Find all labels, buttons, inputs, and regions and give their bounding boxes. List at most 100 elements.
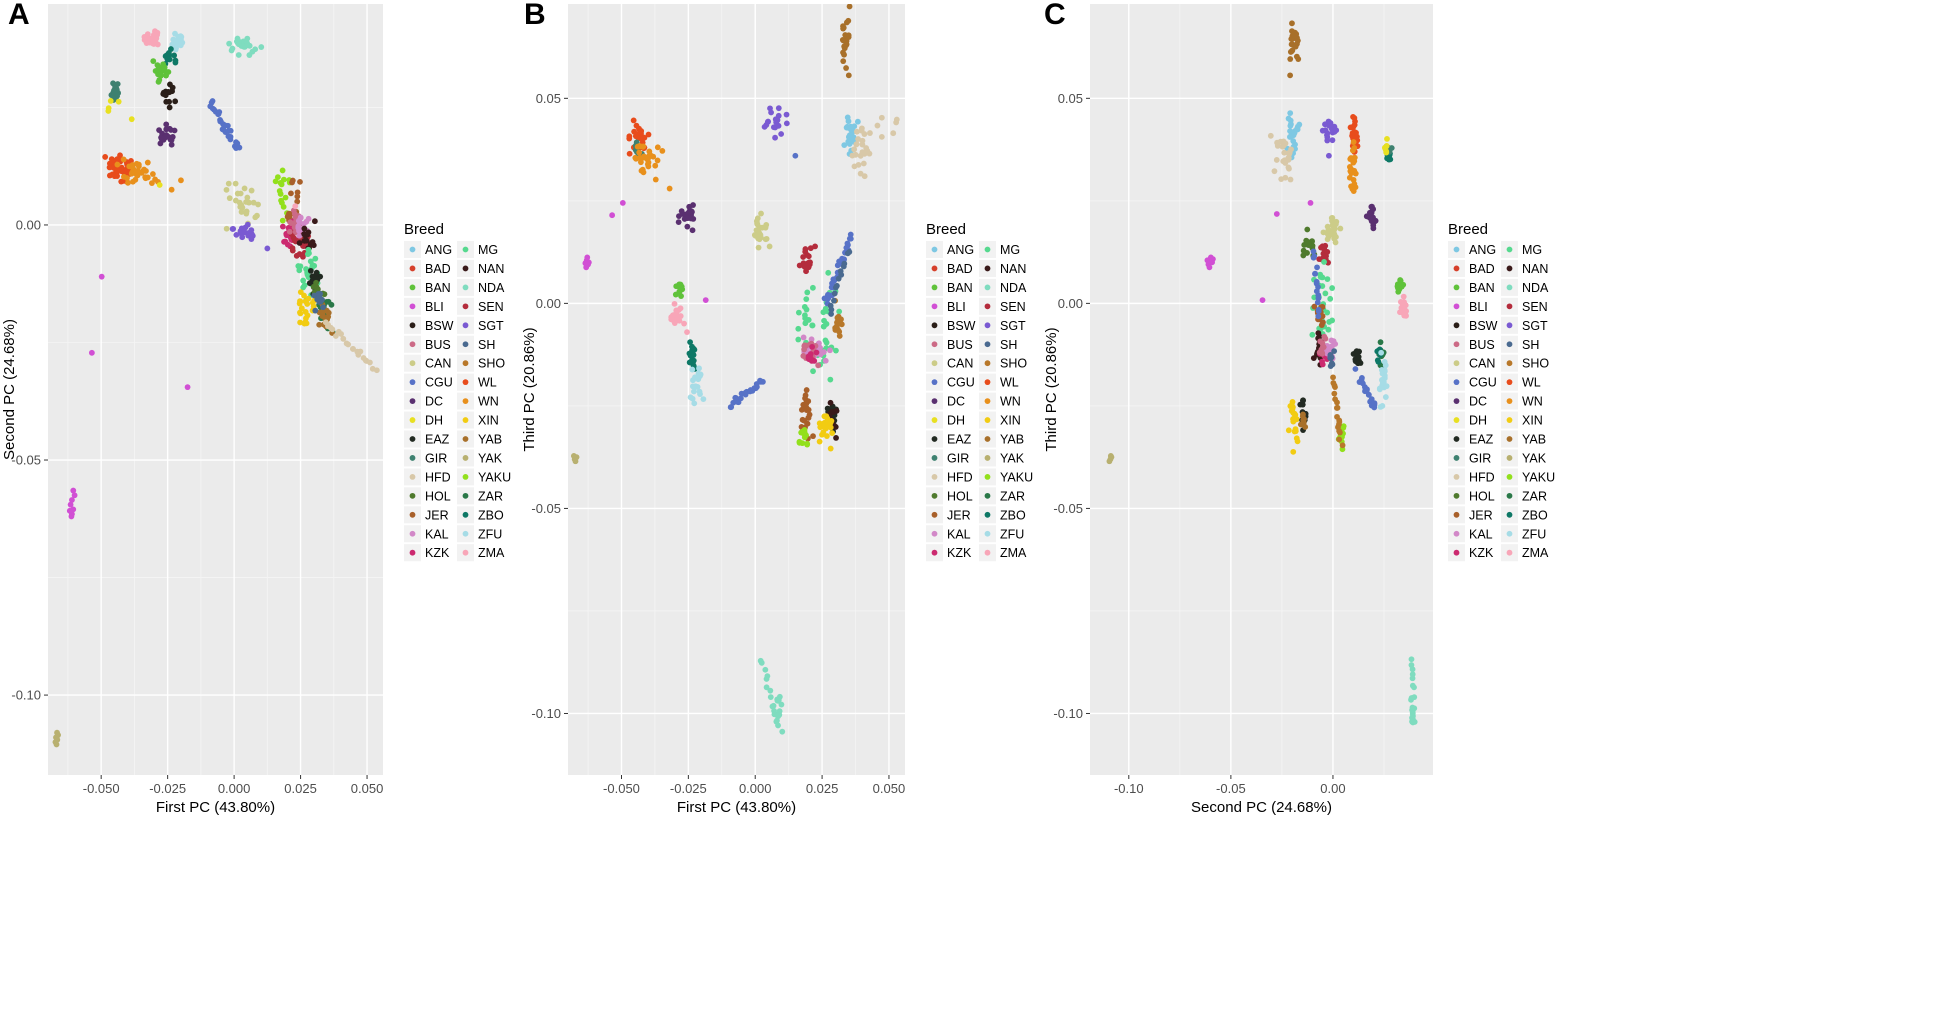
point-bli [702,297,709,303]
point-kal [300,221,307,227]
legend-key-wn [1506,398,1513,404]
legend-key-nda [462,284,469,291]
point-hfd [867,130,873,136]
legend-label-sh: SH [1522,338,1539,352]
legend-label-nda: NDA [478,281,505,295]
point-dc [168,141,175,148]
point-zbo [171,52,178,59]
point-can [223,186,230,193]
point-wl [1352,118,1358,125]
point-dh [128,116,135,123]
point-dc [684,215,691,222]
point-wn [124,175,130,181]
point-mg [802,315,809,322]
legend-label-zfu: ZFU [1000,527,1024,541]
point-hfd [1286,165,1292,172]
legend-label-zar: ZAR [1522,489,1547,503]
legend-label-hfd: HFD [425,470,451,484]
point-xin [1294,438,1301,445]
legend-label-jer: JER [1469,508,1493,522]
point-xin [816,438,823,445]
legend-label-xin: XIN [1522,414,1543,428]
point-zfu [174,38,180,44]
point-can [226,195,233,202]
panel-a: A -0.050 -0.025 0.000 0.025 0.050 -0.10 -0.05 0.… [1,0,511,816]
point-yaku [274,174,281,181]
point-hfd [866,150,873,157]
point-can [238,202,245,208]
point-dh [1382,146,1389,152]
point-dc [686,203,693,210]
point-hfd [1280,141,1287,147]
point-dc [1368,218,1375,225]
legend: Breed ANG BAD BAN BLI BSW BUS CAN CGU DC DH EAZ GIR H… [926,221,1033,562]
point-cgu [733,395,739,401]
legend-label-zma: ZMA [1522,546,1549,560]
point-dc [156,127,162,134]
point-kal [296,232,303,239]
point-mg [795,336,802,343]
point-dc [157,140,164,147]
point-bli [619,200,626,206]
point-nda [774,697,781,704]
point-sho [833,323,840,329]
legend-label-eaz: EAZ [947,433,972,447]
legend-key-bad [931,265,938,272]
legend-label-dc: DC [947,395,965,409]
scatter-points [1106,20,1418,726]
point-mg [803,296,810,303]
legend-label-nan: NAN [1000,262,1026,276]
legend-label-ban: BAN [1469,281,1495,295]
y-tick-label: 0.00 [1058,296,1083,311]
x-tick-label: 0.000 [218,781,251,796]
point-bli [66,507,73,514]
legend-label-mg: MG [1000,243,1020,257]
point-jer [803,387,810,393]
point-yaku [279,167,286,174]
point-hol [1300,252,1307,259]
legend-key-bsw [1453,322,1460,329]
panel-letter: A [8,0,30,31]
point-wn [659,148,666,154]
point-mg [795,325,802,332]
point-sh [840,263,847,270]
legend-label-wl: WL [1522,376,1541,390]
y-tick-label: -0.10 [1053,706,1083,721]
point-wn [634,143,641,150]
point-sho [1334,404,1341,411]
legend-key-zbo [984,511,991,518]
legend-label-bus: BUS [1469,338,1495,352]
point-can [250,199,257,206]
legend-key-bad [409,265,416,272]
point-kzk [805,355,812,362]
point-mg [823,321,830,327]
legend-label-sgt: SGT [1522,319,1548,333]
legend-label-zar: ZAR [1000,489,1025,503]
point-hol [1304,226,1311,233]
point-cgu [792,152,799,159]
x-tick-label: -0.050 [603,781,640,796]
point-xin [1287,403,1294,409]
point-mg [1325,326,1332,333]
point-wn [1351,180,1358,187]
point-zfu [1382,394,1389,400]
point-xin [1285,427,1292,434]
legend-label-ang: ANG [1469,243,1496,257]
legend-key-gir [931,455,938,461]
point-can [766,243,773,250]
point-can [1337,225,1344,232]
point-xin [296,300,303,307]
point-can [234,190,241,197]
point-hfd [857,152,864,159]
legend-label-zar: ZAR [478,489,503,503]
legend-label-zfu: ZFU [1522,527,1546,541]
point-wn [138,169,145,176]
legend-key-mg [984,246,991,253]
x-tick-label: -0.050 [83,781,120,796]
point-jer [1320,319,1326,326]
point-bus [288,220,295,226]
point-bli [609,212,616,219]
point-mg [803,306,810,313]
point-nan [311,218,318,225]
legend-label-bli: BLI [425,300,444,314]
